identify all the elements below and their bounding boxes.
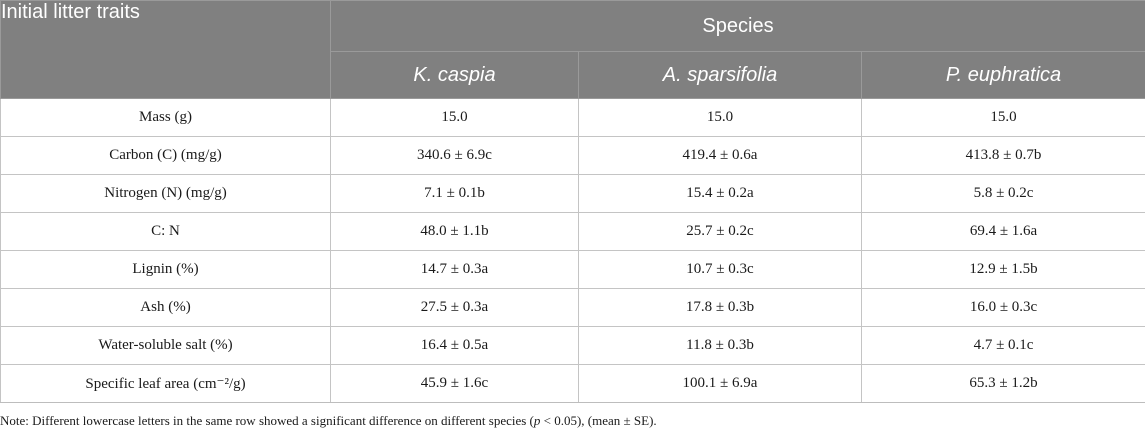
value-cell: 15.0 xyxy=(578,98,862,137)
litter-traits-table: Initial litter traits Species K. caspia … xyxy=(0,0,1145,403)
trait-label: Nitrogen (N) (mg/g) xyxy=(0,174,331,213)
footnote-p-symbol: p xyxy=(533,413,541,428)
value-cell: 69.4 ± 1.6a xyxy=(860,212,1145,251)
table-row: Ash (%) 27.5 ± 0.3a 17.8 ± 0.3b 16.0 ± 0… xyxy=(0,288,1145,327)
trait-label: Lignin (%) xyxy=(0,250,331,289)
value-cell: 16.4 ± 0.5a xyxy=(330,326,579,365)
value-cell: 10.7 ± 0.3c xyxy=(578,250,862,289)
trait-label: Water-soluble salt (%) xyxy=(0,326,331,365)
value-cell: 16.0 ± 0.3c xyxy=(860,288,1145,327)
table-body: Mass (g) 15.0 15.0 15.0 Carbon (C) (mg/g… xyxy=(0,98,1145,403)
value-cell: 340.6 ± 6.9c xyxy=(330,136,579,175)
trait-label: Specific leaf area (cm⁻²/g) xyxy=(0,364,331,403)
value-cell: 65.3 ± 1.2b xyxy=(860,364,1145,403)
table-row: C: N 48.0 ± 1.1b 25.7 ± 0.2c 69.4 ± 1.6a xyxy=(0,212,1145,251)
value-cell: 45.9 ± 1.6c xyxy=(330,364,579,403)
trait-label: Mass (g) xyxy=(0,98,331,137)
value-cell: 7.1 ± 0.1b xyxy=(330,174,579,213)
value-cell: 25.7 ± 0.2c xyxy=(578,212,862,251)
table-footnote: Note: Different lowercase letters in the… xyxy=(0,413,657,429)
table-row: Mass (g) 15.0 15.0 15.0 xyxy=(0,98,1145,137)
trait-label: Carbon (C) (mg/g) xyxy=(0,136,331,175)
footnote-text-end: < 0.05), (mean ± SE). xyxy=(540,413,657,428)
header-initial-litter-traits: Initial litter traits xyxy=(0,0,331,99)
value-cell: 413.8 ± 0.7b xyxy=(860,136,1145,175)
table-row: Carbon (C) (mg/g) 340.6 ± 6.9c 419.4 ± 0… xyxy=(0,136,1145,175)
value-cell: 15.0 xyxy=(330,98,579,137)
header-species-p-euphratica: P. euphratica xyxy=(860,51,1145,99)
header-species-a-sparsifolia: A. sparsifolia xyxy=(578,51,862,99)
trait-label: C: N xyxy=(0,212,331,251)
value-cell: 4.7 ± 0.1c xyxy=(860,326,1145,365)
header-species: Species xyxy=(329,0,1145,52)
value-cell: 15.0 xyxy=(860,98,1145,137)
table-header: Initial litter traits Species K. caspia … xyxy=(0,0,1145,99)
value-cell: 27.5 ± 0.3a xyxy=(330,288,579,327)
value-cell: 12.9 ± 1.5b xyxy=(860,250,1145,289)
value-cell: 48.0 ± 1.1b xyxy=(330,212,579,251)
footnote-text-start: Note: Different lowercase letters in the… xyxy=(0,413,534,428)
table-row: Water-soluble salt (%) 16.4 ± 0.5a 11.8 … xyxy=(0,326,1145,365)
table-row: Specific leaf area (cm⁻²/g) 45.9 ± 1.6c … xyxy=(0,364,1145,403)
value-cell: 15.4 ± 0.2a xyxy=(578,174,862,213)
value-cell: 11.8 ± 0.3b xyxy=(578,326,862,365)
header-species-k-caspia: K. caspia xyxy=(330,51,579,99)
value-cell: 5.8 ± 0.2c xyxy=(860,174,1145,213)
value-cell: 14.7 ± 0.3a xyxy=(330,250,579,289)
value-cell: 100.1 ± 6.9a xyxy=(578,364,862,403)
value-cell: 17.8 ± 0.3b xyxy=(578,288,862,327)
table-row: Nitrogen (N) (mg/g) 7.1 ± 0.1b 15.4 ± 0.… xyxy=(0,174,1145,213)
table-row: Lignin (%) 14.7 ± 0.3a 10.7 ± 0.3c 12.9 … xyxy=(0,250,1145,289)
value-cell: 419.4 ± 0.6a xyxy=(578,136,862,175)
trait-label: Ash (%) xyxy=(0,288,331,327)
